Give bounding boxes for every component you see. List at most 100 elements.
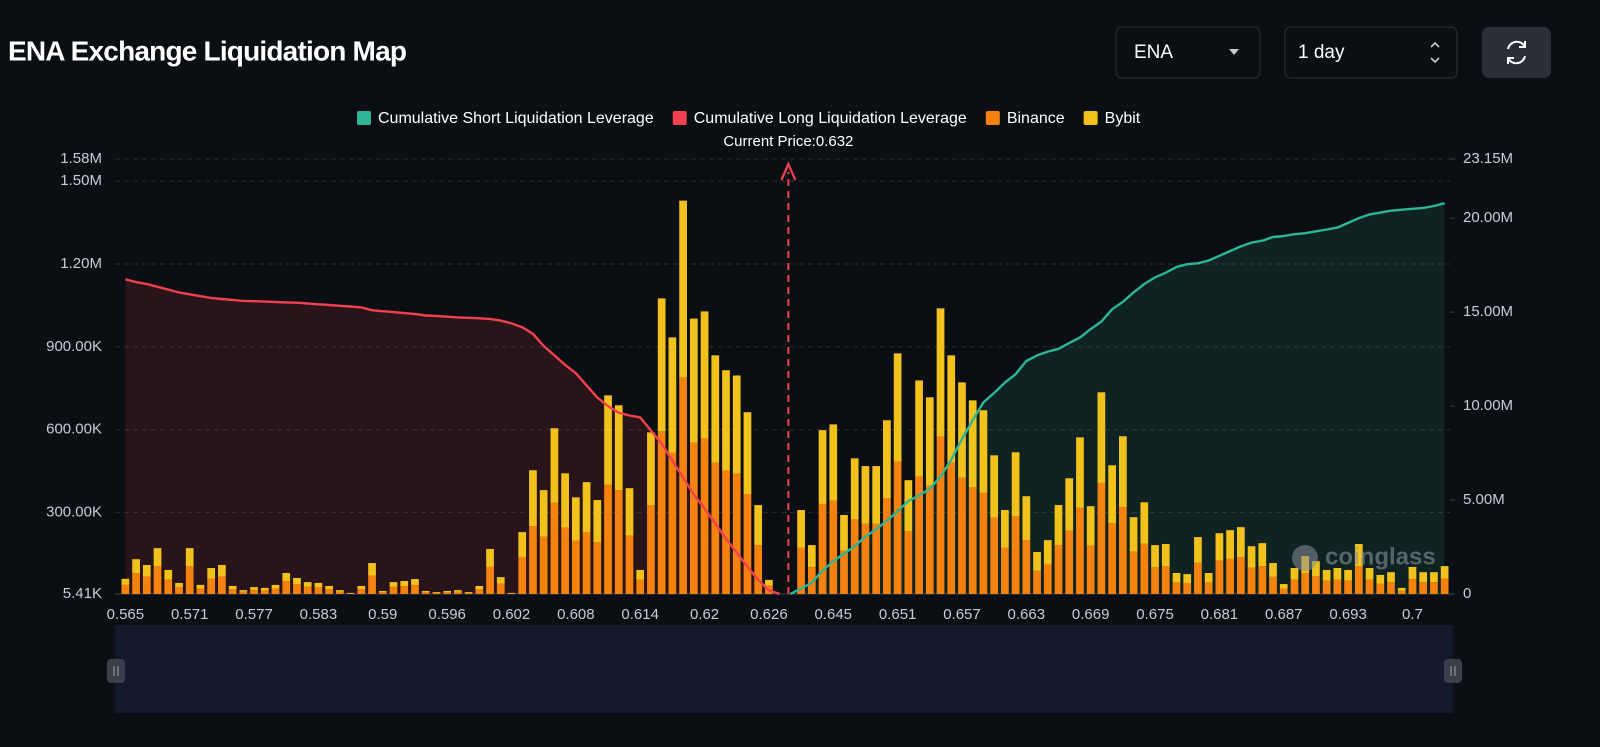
y-tick-label: 1.58M	[60, 150, 102, 167]
bar	[561, 473, 569, 528]
bar	[840, 514, 848, 551]
bar	[829, 424, 838, 501]
legend-label: Cumulative Short Liquidation Leverage	[378, 110, 654, 127]
bar	[561, 527, 569, 594]
bar	[164, 579, 173, 594]
bar	[1022, 540, 1031, 594]
spinner-icon	[1430, 41, 1440, 64]
zoom-handle-right[interactable]	[1444, 659, 1462, 683]
x-tick-label: 0.596	[428, 606, 466, 623]
bar	[207, 568, 216, 579]
bar	[454, 590, 462, 592]
bar	[1419, 572, 1428, 583]
bar	[132, 573, 140, 594]
bar	[947, 462, 956, 594]
bar	[303, 586, 312, 594]
x-tick-label: 0.657	[943, 606, 981, 623]
bar	[1312, 561, 1320, 577]
bar	[1076, 507, 1084, 594]
bar	[582, 532, 591, 594]
dropdown-caret	[1229, 49, 1239, 55]
x-tick-label: 0.669	[1072, 606, 1110, 623]
zoom-handle-left[interactable]	[107, 659, 125, 683]
bar	[1151, 545, 1159, 568]
x-tick-label: 0.577	[235, 606, 273, 623]
bar	[303, 582, 312, 587]
bar	[668, 337, 677, 453]
bar	[936, 308, 945, 437]
bar	[1247, 546, 1256, 568]
bar	[282, 581, 291, 594]
bar	[142, 576, 151, 594]
bar	[1001, 547, 1009, 594]
bar	[1365, 568, 1374, 580]
legend-label: Binance	[1007, 110, 1065, 127]
bar	[1086, 506, 1095, 546]
symbol-select[interactable]: ENA	[1115, 26, 1261, 79]
bar	[1043, 540, 1052, 565]
y2-tick-label: 0	[1463, 585, 1471, 602]
bar	[722, 370, 730, 471]
bar	[1236, 557, 1245, 594]
y2-tick-label: 20.00M	[1463, 209, 1513, 226]
y2-tick-label: 5.00M	[1463, 491, 1505, 508]
bar	[657, 298, 666, 432]
bar	[432, 592, 441, 593]
bar	[1269, 563, 1277, 577]
bar	[1258, 566, 1267, 594]
interval-select-box[interactable]	[1284, 26, 1458, 79]
legend-label: Bybit	[1105, 110, 1141, 127]
bar	[754, 505, 763, 546]
bar	[346, 593, 355, 594]
bar	[614, 490, 623, 594]
bar	[1236, 527, 1245, 558]
bar	[968, 400, 977, 488]
y2-tick-label: 23.15M	[1463, 150, 1513, 167]
refresh-button-box[interactable]	[1482, 27, 1551, 78]
bar	[1065, 530, 1074, 594]
bar	[1172, 582, 1181, 594]
bar	[325, 585, 334, 590]
x-tick-label: 0.626	[750, 606, 788, 623]
bar	[507, 593, 516, 594]
x-tick-label: 0.651	[879, 606, 917, 623]
symbol-value[interactable]: ENA	[1134, 42, 1173, 63]
bar	[689, 442, 698, 594]
bar	[518, 532, 527, 557]
bar	[1086, 545, 1095, 594]
refresh-button[interactable]	[1482, 27, 1551, 78]
bar	[711, 355, 720, 463]
bar	[1151, 567, 1159, 594]
bar	[1194, 537, 1202, 563]
bar	[175, 587, 183, 594]
interval-select[interactable]: 1 day	[1284, 26, 1458, 79]
bar	[389, 586, 398, 594]
bar	[400, 586, 409, 594]
symbol-select-box[interactable]	[1115, 26, 1261, 79]
bar	[990, 455, 999, 518]
bar	[1129, 517, 1138, 552]
bar	[1022, 496, 1031, 541]
bar	[1204, 582, 1213, 594]
x-tick-label: 0.663	[1008, 606, 1046, 623]
bar	[142, 564, 151, 577]
bar	[1279, 584, 1288, 589]
bar	[314, 587, 323, 594]
bar	[218, 576, 226, 594]
bar	[260, 587, 269, 591]
zoom-slider[interactable]	[107, 625, 1462, 713]
bar	[529, 470, 537, 527]
x-tick-label: 0.59	[368, 606, 397, 623]
y-tick-label: 600.00K	[46, 421, 102, 438]
bar	[1397, 590, 1406, 594]
legend-label: Cumulative Long Liquidation Leverage	[694, 110, 967, 127]
bar	[1376, 574, 1385, 584]
bar	[1097, 392, 1106, 483]
bar	[797, 547, 805, 594]
bar	[850, 458, 859, 520]
bar	[850, 519, 859, 594]
legend-swatch	[357, 111, 371, 125]
interval-value[interactable]: 1 day	[1298, 42, 1345, 63]
bar	[958, 477, 966, 594]
bar	[357, 589, 366, 594]
